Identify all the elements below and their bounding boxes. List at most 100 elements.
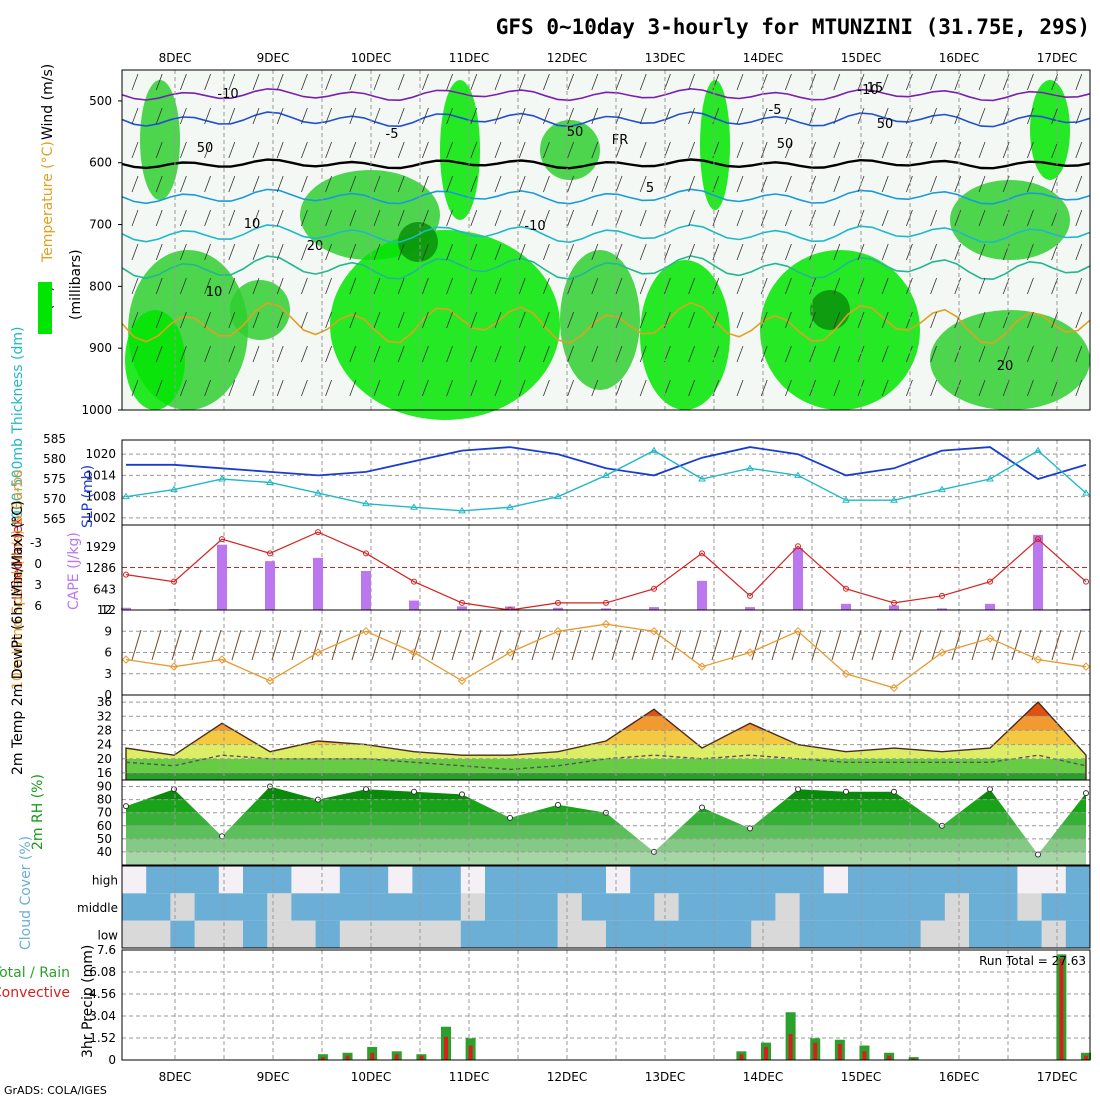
wind-barb — [422, 175, 429, 193]
cloud-cell — [122, 893, 147, 921]
cloud-cell — [751, 866, 776, 894]
cloud-cell — [920, 866, 946, 894]
wind-barb — [615, 175, 623, 193]
cloud-cell — [581, 866, 607, 894]
wind-barb — [736, 379, 744, 397]
wind-barb — [664, 277, 671, 295]
precip-conv-bar — [837, 1044, 842, 1060]
wind-barb — [543, 141, 550, 159]
wind-barb — [204, 141, 211, 159]
cloud-cell — [243, 920, 268, 948]
wind-barb — [688, 379, 695, 397]
cloud-cell — [993, 866, 1018, 894]
wind-barb — [271, 629, 282, 661]
li-point — [363, 550, 369, 557]
cloud-cell — [460, 920, 486, 948]
wind-barb — [276, 311, 284, 329]
wind-barb — [349, 73, 357, 91]
cape-bar — [889, 605, 899, 610]
rh2m-point — [555, 801, 561, 808]
wind-barb — [228, 209, 236, 227]
wind-barb — [631, 629, 642, 661]
wind-barb — [831, 629, 842, 661]
li-point — [267, 550, 273, 557]
wind-barb — [228, 73, 236, 91]
wind-barb — [978, 379, 986, 397]
wind-barb — [1051, 107, 1058, 125]
wind-barb — [494, 175, 502, 193]
rh-band — [126, 838, 1086, 852]
cloud-cell — [146, 866, 171, 894]
wind-barb — [422, 209, 429, 227]
wind-barb — [639, 243, 647, 261]
wind-barb — [688, 243, 695, 261]
cloud-cell — [291, 920, 317, 948]
upper-frame — [121, 69, 1091, 411]
wind-barb — [1075, 175, 1083, 193]
wind-barb — [518, 345, 526, 363]
wind-barb — [494, 73, 502, 91]
li-tick: -3 — [30, 536, 42, 550]
wind-barb — [276, 141, 284, 159]
li-point — [891, 599, 897, 606]
wind-barb — [301, 107, 308, 125]
wind-barb — [664, 209, 671, 227]
wind-barb — [978, 311, 986, 329]
cloud-cell — [267, 893, 292, 921]
wind-barb — [397, 73, 405, 91]
wind-barb — [446, 345, 453, 363]
wind-barb — [155, 311, 163, 329]
wind-barb — [809, 311, 816, 329]
cloud-cell — [702, 866, 728, 894]
date-label-bottom: 10DEC — [351, 1070, 391, 1084]
cape-tick: 1286 — [85, 561, 116, 575]
wind-barb — [833, 311, 841, 329]
li-tick: 3 — [34, 578, 42, 592]
cape-bar — [937, 608, 947, 610]
cloud-cell — [920, 893, 946, 921]
rh2m-tick: 50 — [97, 832, 112, 846]
wind-barb — [760, 73, 768, 91]
wind-barb — [833, 209, 841, 227]
cloud-cell — [630, 920, 655, 948]
wind-barb — [131, 209, 139, 227]
wind-barb — [543, 345, 550, 363]
temp-tick: 28 — [97, 723, 112, 737]
wind-barb — [301, 311, 308, 329]
wind-barb — [470, 379, 478, 397]
wind-barb — [397, 243, 405, 261]
contour-label: -10 — [857, 83, 878, 98]
wind-barb — [978, 141, 986, 159]
wind-barb — [906, 345, 913, 363]
wind-barb — [1027, 243, 1034, 261]
wind-barb — [252, 311, 260, 329]
cloud-cell — [315, 866, 341, 894]
wind-barb — [325, 209, 332, 227]
cloud-cell — [654, 893, 680, 921]
wind-barb — [1027, 73, 1034, 91]
cloud-cell — [1041, 866, 1067, 894]
cloud-cell — [654, 920, 680, 948]
wind-barb — [131, 277, 139, 295]
wind-barb — [228, 107, 236, 125]
wind-barb — [615, 311, 623, 329]
wind-barb — [991, 629, 1002, 661]
wind-barb — [833, 345, 841, 363]
thickness-tick: 565 — [43, 512, 66, 526]
wind-barb — [518, 243, 526, 261]
rh2m-point — [507, 814, 513, 821]
wind-barb — [1051, 345, 1058, 363]
precip-conv-bar — [468, 1045, 473, 1060]
slp-series-line — [126, 446, 1087, 480]
wind-barb — [688, 345, 695, 363]
wind-barb — [422, 141, 429, 159]
li-point — [171, 578, 177, 585]
cloud-cell — [654, 866, 680, 894]
thickness-point — [794, 471, 802, 478]
li-point — [123, 571, 129, 578]
wind-barb — [833, 141, 841, 159]
wind-barb — [1027, 277, 1034, 295]
cloud-cell — [315, 893, 341, 921]
cloud-cell — [267, 866, 292, 894]
wind-barb — [301, 243, 308, 261]
